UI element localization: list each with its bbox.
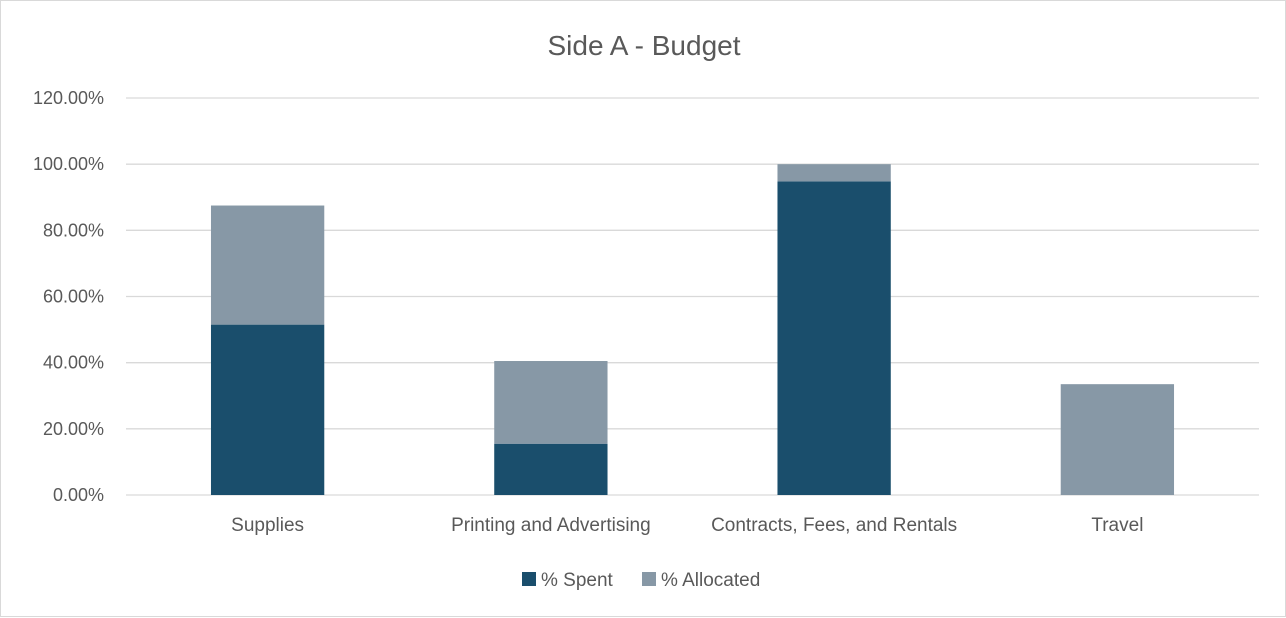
x-category-label: Travel [1091,515,1143,536]
legend-label: % Spent [541,570,614,591]
bar-allocated [494,361,608,444]
bars [210,164,1175,495]
y-tick-label: 60.00% [43,287,104,307]
chart-title: Side A - Budget [547,30,740,61]
legend-swatch [522,572,536,586]
bar-allocated [210,205,325,325]
bar-allocated [777,164,891,182]
legend-label: % Allocated [661,570,760,591]
y-tick-label: 80.00% [43,220,104,240]
bar-allocated [1060,384,1175,495]
y-tick-label: 0.00% [53,485,104,505]
x-category-label: Supplies [231,515,304,536]
bar-spent [777,181,891,495]
bar-spent [210,324,325,495]
y-tick-label: 100.00% [33,154,104,174]
x-category-label: Contracts, Fees, and Rentals [711,515,957,536]
y-axis-ticks: 0.00% 20.00% 40.00% 60.00% 80.00% 100.00% 120.… [33,88,104,505]
y-tick-label: 40.00% [43,353,104,373]
x-category-label: Printing and Advertising [451,515,651,536]
x-axis-categories: Supplies Printing and Advertising Contract… [231,515,1143,536]
legend: % Spent % Allocated [522,570,760,591]
bar-spent [494,443,608,495]
y-tick-label: 120.00% [33,88,104,108]
y-tick-label: 20.00% [43,419,104,439]
legend-swatch [642,572,656,586]
